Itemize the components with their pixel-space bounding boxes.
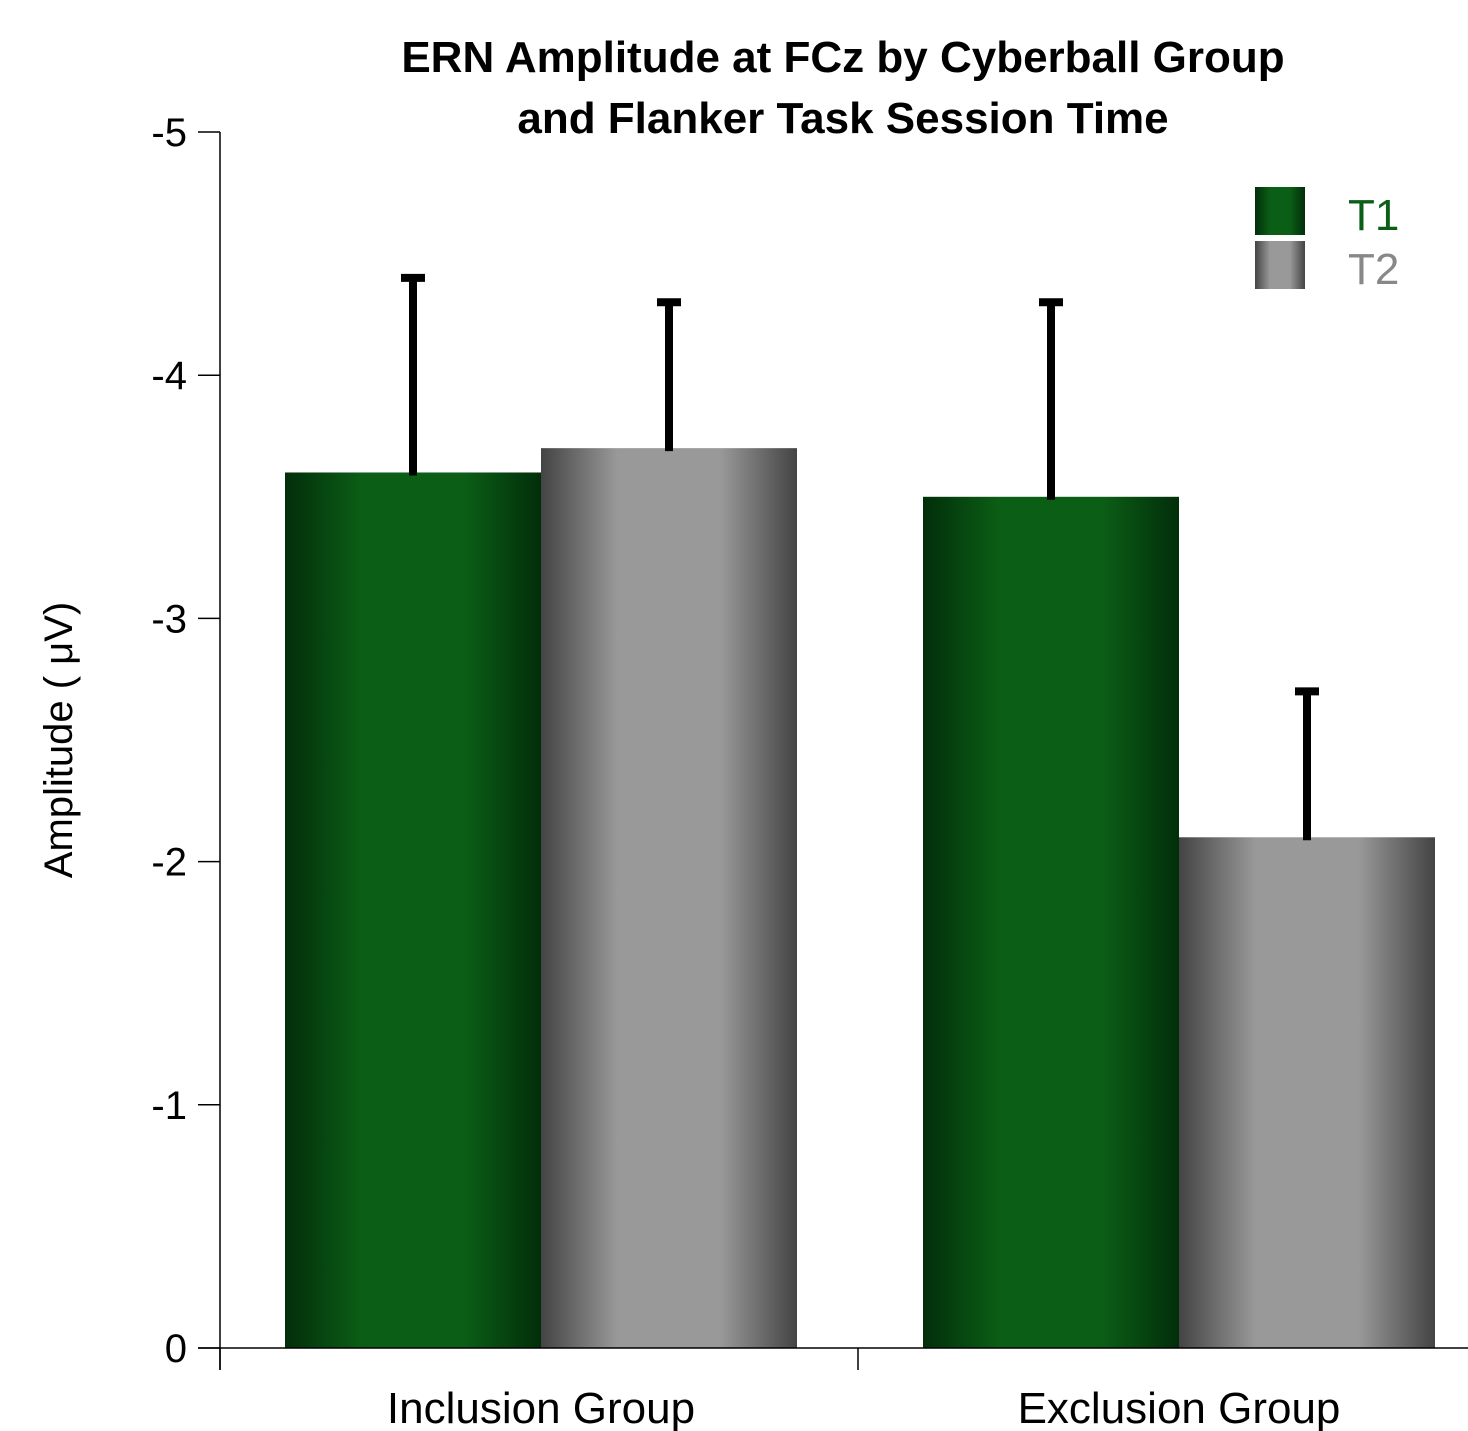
legend-swatch-t1 [1255,187,1305,235]
bar-t2-exclusion [1179,837,1435,1348]
chart-title-line-2: and Flanker Task Session Time [517,94,1168,143]
bar-t2-inclusion [541,448,797,1348]
bar-t1-exclusion [923,496,1179,1348]
x-category-label: Inclusion Group [387,1384,695,1431]
chart-title-line-1: ERN Amplitude at FCz by Cyberball Group [401,33,1284,82]
y-tick-label: -5 [151,111,187,155]
y-tick-label: -1 [151,1084,187,1128]
y-axis-label: Amplitude ( μV) [37,602,81,878]
legend-label-t1: T1 [1348,191,1399,240]
y-tick-label: -3 [151,597,187,641]
legend: T1 T2 [1255,187,1399,294]
y-tick-label: -2 [151,841,187,885]
x-category-label: Exclusion Group [1018,1384,1341,1431]
x-axis: Inclusion Group Exclusion Group [198,1347,1468,1431]
bars [285,448,1435,1349]
error-bars [401,273,1319,841]
legend-swatch-t2 [1255,241,1305,289]
y-tick-label: -4 [151,354,187,398]
legend-label-t2: T2 [1348,245,1399,294]
y-axis: 0 -1 -2 -3 -4 -5 [151,111,221,1371]
bar-t1-inclusion [285,472,541,1349]
y-tick-label: 0 [165,1327,187,1371]
